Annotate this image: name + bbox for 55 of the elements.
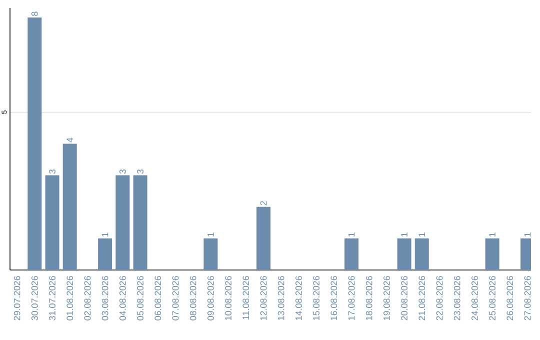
data-label: 1 [489, 232, 496, 237]
bar [397, 238, 412, 270]
data-label: 3 [49, 169, 56, 174]
x-tick-label: 08.08.2026 [190, 276, 196, 320]
x-tick-label: 15.08.2026 [313, 276, 320, 320]
bar [116, 175, 130, 270]
data-label: 1 [401, 232, 408, 237]
data-label: 1 [524, 232, 531, 237]
x-tick-label: 29.07.2026 [14, 276, 20, 320]
bar [256, 206, 270, 270]
data-label: 1 [102, 232, 108, 237]
x-tick-label: 09.08.2026 [207, 276, 214, 320]
x-tick-label: 11.08.2026 [242, 276, 250, 320]
bar [485, 238, 500, 270]
x-tick-label: 13.08.2026 [278, 276, 284, 320]
x-tick-label: 10.08.2026 [225, 276, 232, 320]
x-tick-label: 30.07.2026 [31, 276, 38, 320]
bar [344, 238, 358, 270]
x-tick-label: 17.08.2026 [348, 276, 355, 320]
x-tick-label: 22.08.2026 [436, 276, 443, 320]
x-tick-label: 18.08.2026 [366, 276, 372, 320]
bar [28, 17, 42, 270]
x-tick-label: 03.08.2026 [102, 276, 108, 320]
data-label: 8 [31, 12, 38, 16]
bar [98, 238, 112, 270]
x-tick-label: 04.08.2026 [119, 276, 126, 320]
x-tick-label: 01.08.2026 [66, 276, 74, 320]
x-tick-label: 05.08.2026 [137, 276, 144, 320]
bar [204, 238, 218, 270]
bar [45, 175, 60, 270]
x-tick-label: 25.08.2026 [489, 276, 496, 320]
x-tick-label: 16.08.2026 [330, 276, 338, 320]
data-label: 4 [66, 138, 73, 142]
bar [62, 144, 77, 270]
data-label: 1 [348, 232, 355, 237]
x-tick-label: 23.08.2026 [454, 276, 460, 320]
data-label: 2 [260, 201, 267, 206]
x-tick-label: 14.08.2026 [295, 276, 302, 320]
data-label: 3 [137, 169, 144, 174]
data-label: 1 [208, 232, 214, 237]
x-tick-label: 06.08.2026 [154, 276, 162, 320]
x-tick-label: 24.08.2026 [471, 276, 478, 320]
x-tick-label: 20.08.2026 [401, 276, 408, 320]
x-tick-label: 19.08.2026 [383, 276, 390, 320]
x-tick-label: 31.07.2026 [49, 276, 56, 320]
bar [414, 238, 429, 270]
x-tick-label: 07.08.2026 [172, 276, 179, 320]
x-tick-label: 26.08.2026 [506, 276, 514, 320]
data-label: 1 [418, 232, 425, 237]
x-tick-label: 21.08.2026 [418, 276, 426, 320]
x-tick-label: 02.08.2026 [84, 276, 91, 320]
x-tick-label: 27.08.2026 [524, 276, 531, 320]
x-tick-label: 12.08.2026 [260, 276, 267, 320]
data-label: 3 [119, 169, 126, 174]
bar [133, 175, 148, 270]
